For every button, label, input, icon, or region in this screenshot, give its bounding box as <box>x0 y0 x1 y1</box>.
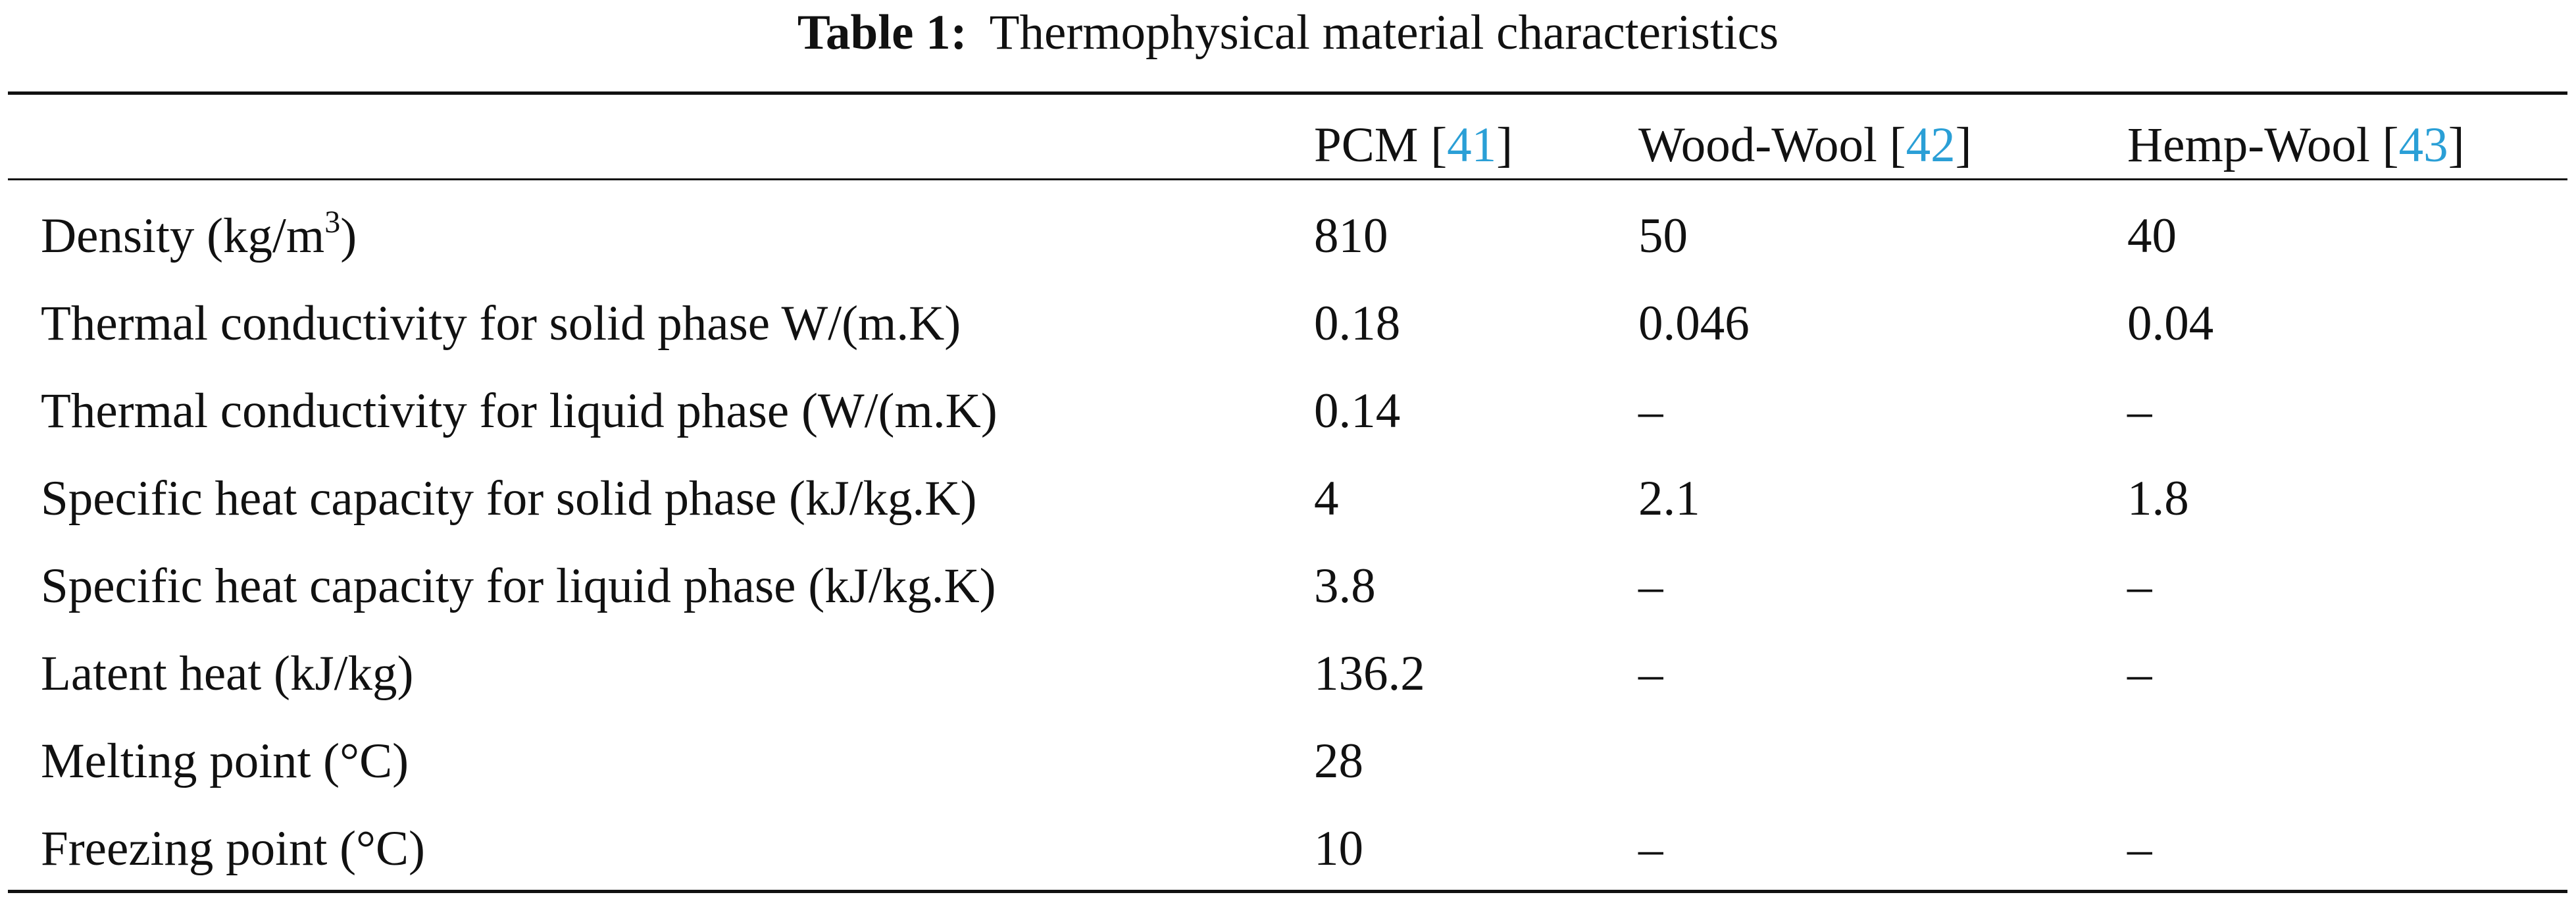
row-label-thermal-conductivity-solid: Thermal conductivity for solid phase W/(… <box>41 296 961 351</box>
table-cell: 1.8 <box>2127 471 2189 526</box>
row-label-freezing-point: Freezing point (°C) <box>41 821 426 876</box>
table-cell: 28 <box>1314 734 1363 788</box>
table-cell: – <box>1638 646 1663 701</box>
row-label-melting-point: Melting point (°C) <box>41 734 409 788</box>
table-top-rule <box>8 91 2567 95</box>
table-cell: – <box>2127 384 2152 438</box>
table-bottom-rule <box>8 890 2567 893</box>
row-label-density: Density (kg/m3) <box>41 205 357 263</box>
table-cell: 136.2 <box>1314 646 1425 701</box>
table-cell: 50 <box>1638 209 1688 263</box>
row-label-latent-heat: Latent heat (kJ/kg) <box>41 646 414 701</box>
column-header-hemp-wool: Hemp-Wool [43] <box>2127 118 2465 172</box>
table-cell: – <box>1638 821 1663 876</box>
table-cell: 0.14 <box>1314 384 1401 438</box>
column-header-wood-wool: Wood-Wool [42] <box>1638 118 1972 172</box>
table-cell: 0.18 <box>1314 296 1401 351</box>
table-cell: 0.046 <box>1638 296 1750 351</box>
row-label-thermal-conductivity-liquid: Thermal conductivity for liquid phase (W… <box>41 384 998 438</box>
table-cell: – <box>2127 646 2152 701</box>
table-caption-label: Table 1: <box>797 5 967 60</box>
table-cell: 2.1 <box>1638 471 1700 526</box>
table-caption: Table 1: Thermophysical material characte… <box>0 0 2576 66</box>
table-cell: 4 <box>1314 471 1339 526</box>
table-cell: – <box>1638 384 1663 438</box>
table-cell: 3.8 <box>1314 559 1376 613</box>
table-cell: – <box>1638 559 1663 613</box>
column-header-pcm: PCM [41] <box>1314 118 1513 172</box>
table-cell: – <box>2127 821 2152 876</box>
table-cell: 810 <box>1314 209 1388 263</box>
table-cell: 0.04 <box>2127 296 2214 351</box>
citation-link-42[interactable]: 42 <box>1906 118 1956 172</box>
table-cell: 10 <box>1314 821 1363 876</box>
row-label-specific-heat-liquid: Specific heat capacity for liquid phase … <box>41 559 996 613</box>
citation-link-41[interactable]: 41 <box>1447 118 1497 172</box>
table-header-rule <box>8 178 2567 180</box>
table-cell: – <box>2127 559 2152 613</box>
table-caption-text: Thermophysical material characteristics <box>989 5 1779 60</box>
row-label-specific-heat-solid: Specific heat capacity for solid phase (… <box>41 471 977 526</box>
table-cell: 40 <box>2127 209 2177 263</box>
citation-link-43[interactable]: 43 <box>2398 118 2448 172</box>
